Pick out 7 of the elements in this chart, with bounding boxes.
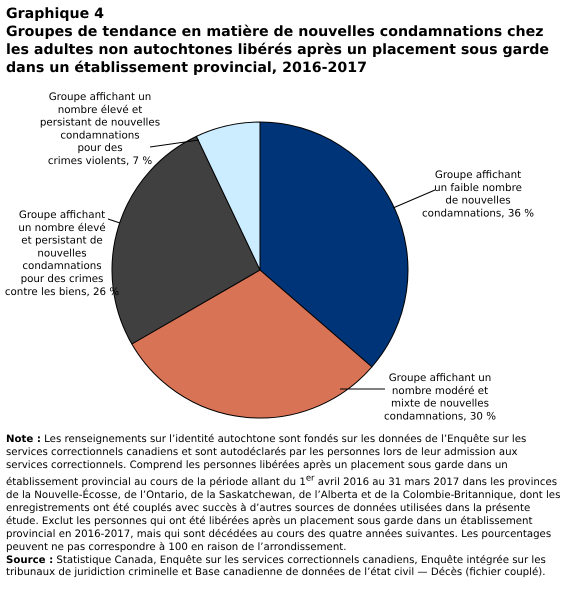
text: Note : Les renseignements sur l’identité autochtone sont fondés sur les données de l’Enquête sur les services correctionnels canadiens et sont autodéclarés par les personnes lors de leur admission aux services correctionnels. Comprend les personnes libérées après un placement sous garde dans un établissement provincial au cours de la période allant du 1$^{er}$ avril 2016 au 31 mars 2017 dans les provinces de la Nouvelle-Écosse, de l’Ontario, de la Saskatchewan, de l’Alberta et de la Colombie-Britannique, dont les enregistrements ont été couplés avec succès à d’autres sources de données utilisées dans la présente étude. Exclut les personnes qui ont été libérées après un placement sous garde dans un établissement provincial en 2016-2017, mais qui sont décédées au cours des quatre années suivantes. Les pourcentages peuvent ne pas correspondre à 100 en raison de l’arrondissement.: [6, 434, 560, 553]
chart-subtitle: Groupes de tendance en matière de nouvelles condamnations chez les adultes non autochtones libérés après un placement sous garde dans un établissement provincial, 2016-2017: [6, 23, 550, 77]
slice-label: Groupe affichant un nombre modéré et mixte de nouvelles condamnations, 30 %: [384, 372, 496, 422]
chart-title: Graphique 4: [6, 5, 106, 23]
slice-label: Groupe affichant un nombre élevé et persistant de nouvelles condamnations pour des crimes violents, 7 %: [40, 91, 160, 167]
source-note: Source : Statistique Canada, Enquête sur les services correctionnels canadiens, Enquête intégrée sur les tribunaux de juridiction criminelle et Base canadienne de données de l’état civil — Décès (fichier couplé).: [6, 554, 546, 578]
slice-label: Groupe affichant un faible nombre de nouvelles condamnations, 36 %: [422, 169, 534, 220]
